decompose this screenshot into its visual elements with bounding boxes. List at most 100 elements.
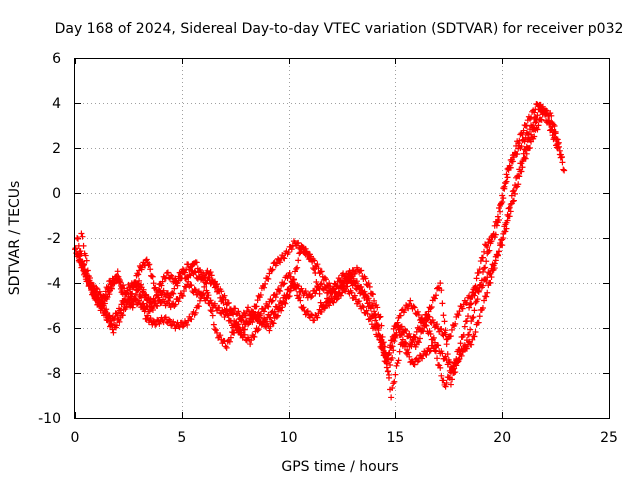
data-point [432, 348, 439, 355]
data-point [447, 381, 454, 388]
data-point [486, 247, 493, 254]
series-track-4 [78, 118, 540, 388]
data-point [207, 269, 214, 276]
data-point [415, 312, 422, 319]
y-tick-label: -8 [47, 366, 61, 382]
data-point [330, 299, 337, 306]
data-point [398, 323, 405, 330]
data-point [407, 297, 414, 304]
x-tick-label: 20 [493, 430, 511, 446]
data-point [145, 308, 152, 315]
data-point [554, 136, 561, 143]
data-point [362, 275, 369, 282]
data-point [193, 259, 200, 266]
data-point [78, 230, 85, 237]
data-point [247, 341, 254, 348]
data-point [196, 297, 203, 304]
data-point [503, 219, 510, 226]
data-point [284, 275, 291, 282]
data-point [273, 291, 280, 298]
data-point [152, 321, 159, 328]
data-point [231, 329, 238, 336]
data-point [466, 331, 473, 338]
data-point [447, 333, 454, 340]
data-point [316, 290, 323, 297]
data-point [366, 302, 373, 309]
data-point [105, 284, 112, 291]
x-axis-label: GPS time / hours [281, 459, 398, 475]
data-point [406, 353, 413, 360]
data-point [281, 255, 288, 262]
data-point [188, 282, 195, 289]
data-point [277, 259, 284, 266]
data-point [355, 298, 362, 305]
data-point [535, 122, 542, 129]
data-point [171, 285, 178, 292]
plot-frame [74, 58, 610, 419]
data-point [440, 377, 447, 384]
data-point [195, 288, 202, 295]
data-point [322, 276, 329, 283]
data-point [286, 293, 293, 300]
data-point [308, 311, 315, 318]
data-point [523, 143, 530, 150]
data-point [265, 311, 272, 318]
data-point [125, 299, 132, 306]
data-point [429, 342, 436, 349]
data-point [504, 211, 511, 218]
data-point [147, 266, 154, 273]
data-point [446, 367, 453, 374]
data-point [184, 321, 191, 328]
data-point [525, 136, 532, 143]
data-point [138, 266, 145, 273]
data-point [456, 355, 463, 362]
data-point [256, 314, 263, 321]
data-point [515, 172, 522, 179]
data-point [465, 313, 472, 320]
data-point [534, 112, 541, 119]
data-point [212, 283, 219, 290]
data-point [310, 265, 317, 272]
data-point [296, 250, 303, 257]
y-tick-label: -2 [47, 231, 61, 247]
data-point [548, 112, 555, 119]
data-point [478, 277, 485, 284]
data-point [257, 291, 264, 298]
data-point [250, 333, 257, 340]
data-point [522, 147, 529, 154]
data-point [504, 174, 511, 181]
data-point [188, 267, 195, 274]
data-point [530, 126, 537, 133]
data-point [506, 162, 513, 169]
data-point [226, 338, 233, 345]
data-point [485, 248, 492, 255]
data-point [300, 244, 307, 251]
data-point [455, 312, 462, 319]
data-point [304, 251, 311, 258]
data-point [309, 257, 316, 264]
data-point [391, 378, 398, 385]
data-point [365, 280, 372, 287]
data-point [430, 334, 437, 341]
data-point [221, 292, 228, 299]
series-track-2 [74, 100, 561, 378]
data-point [178, 275, 185, 282]
data-point [394, 322, 401, 329]
data-point [271, 308, 278, 315]
data-point [269, 297, 276, 304]
data-point [199, 291, 206, 298]
data-point [538, 116, 545, 123]
data-point [378, 322, 385, 329]
data-point [238, 317, 245, 324]
data-point [356, 285, 363, 292]
data-point [422, 350, 429, 357]
data-point [463, 345, 470, 352]
data-point [204, 295, 211, 302]
data-point [512, 182, 519, 189]
data-point [374, 304, 381, 311]
data-point [531, 109, 538, 116]
grid [75, 58, 609, 418]
data-point [476, 313, 483, 320]
data-point [359, 287, 366, 294]
data-point [329, 298, 336, 305]
